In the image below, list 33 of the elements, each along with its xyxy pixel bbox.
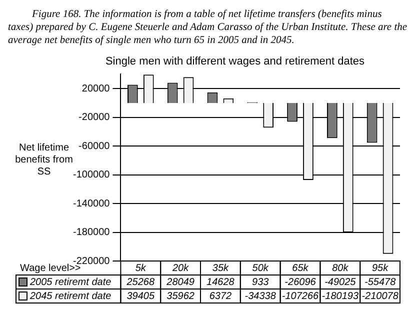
x-tick-label: 95k: [372, 262, 390, 274]
x-axis-title: Wage level>>: [20, 262, 81, 274]
data-label: 6372: [209, 290, 232, 302]
data-label: -180193: [322, 290, 359, 302]
y-axis-title: Net lifetime benefits from SS: [15, 142, 73, 178]
data-label: -55478: [364, 276, 396, 288]
legend-label: 2005 retiremt date: [29, 276, 112, 288]
chart-title: Single men with different wages and retirement dates: [105, 56, 366, 68]
data-label: 28049: [166, 276, 195, 288]
data-label: -107266: [282, 290, 320, 302]
y-tick-label: -180000: [72, 227, 110, 238]
data-label: 35962: [166, 290, 195, 302]
data-label: -34338: [244, 290, 276, 302]
data-label: 14628: [206, 276, 235, 288]
y-tick-label: -140000: [72, 198, 110, 210]
data-label: 39405: [126, 290, 155, 302]
x-tick-label: 5k: [135, 262, 147, 274]
data-label: 933: [252, 276, 270, 288]
data-label: 25268: [126, 276, 155, 288]
y-tick-label: -20000: [78, 112, 110, 124]
caption: Figure 168. The information is from a table of net lifetime transfers (benefits minus taxes) prepared by C. Eugene Steuerle and Adam Carasso of the Urban Institute. These are the average net benefits of single men who turn 65 in 2005 and in 2045.: [8, 8, 408, 47]
data-label: -210078: [362, 290, 399, 302]
x-tick-label: 20k: [171, 262, 190, 274]
y-tick-label: -60000: [78, 140, 110, 152]
data-label: -49025: [324, 276, 356, 288]
data-label: -26096: [284, 276, 316, 288]
x-tick-label: 80k: [332, 262, 350, 274]
y-tick-label: 20000: [82, 83, 110, 94]
x-tick-label: 50k: [252, 262, 270, 274]
y-tick-label: -100000: [72, 170, 110, 181]
legend-label: 2045 retiremt date: [29, 290, 112, 302]
x-tick-label: 65k: [292, 262, 310, 274]
x-tick-label: 35k: [212, 262, 230, 274]
